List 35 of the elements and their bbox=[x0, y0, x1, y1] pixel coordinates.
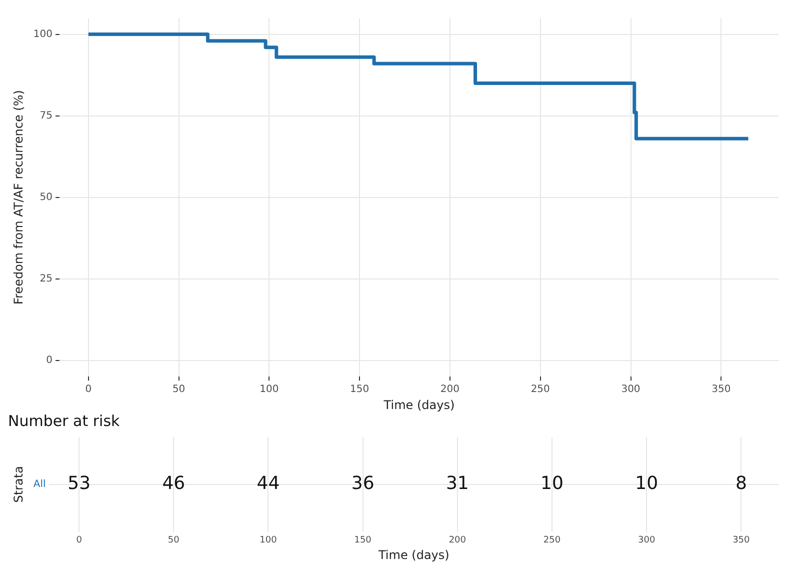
data-label: 36 bbox=[351, 473, 374, 494]
x-tick-label: 300 bbox=[638, 536, 656, 546]
data-label: 10 bbox=[540, 473, 564, 494]
x-tick-label: 250 bbox=[530, 384, 550, 396]
x-tick-label: 350 bbox=[712, 384, 731, 396]
x-tick-label: 300 bbox=[621, 384, 640, 396]
y-axis-title: Strata bbox=[11, 466, 26, 503]
y-tick-label: 0 bbox=[46, 354, 52, 366]
y-tick-label: 50 bbox=[40, 192, 52, 203]
x-axis-title: Time (days) bbox=[382, 398, 455, 412]
x-tick-label: 0 bbox=[76, 536, 82, 546]
data-label: 31 bbox=[446, 473, 469, 494]
x-tick-label: 100 bbox=[260, 536, 278, 546]
data-label: 53 bbox=[68, 473, 91, 494]
x-tick-label: 200 bbox=[440, 384, 460, 396]
x-tick-label: 150 bbox=[354, 536, 372, 546]
x-axis-title: Time (days) bbox=[377, 548, 450, 562]
data-label: 8 bbox=[735, 473, 747, 494]
x-tick-label: 0 bbox=[85, 384, 92, 396]
y-tick-label: 100 bbox=[33, 28, 52, 40]
y-tick-label: 25 bbox=[40, 273, 52, 284]
y-axis-title: Freedom from AT/AF recurrence (%) bbox=[11, 90, 26, 305]
x-tick-label: 100 bbox=[260, 384, 279, 396]
y-tick-label: All bbox=[33, 478, 46, 490]
data-label: 46 bbox=[162, 473, 186, 494]
x-tick-label: 350 bbox=[732, 536, 750, 546]
y-tick-label: 75 bbox=[40, 110, 52, 122]
x-tick-label: 150 bbox=[350, 384, 370, 396]
x-tick-label: 50 bbox=[172, 384, 186, 396]
data-label: 10 bbox=[635, 473, 658, 494]
x-tick-label: 200 bbox=[448, 536, 466, 546]
data-label: 44 bbox=[256, 473, 280, 494]
chart-title: Number at risk bbox=[8, 412, 120, 430]
x-tick-label: 50 bbox=[168, 536, 180, 546]
x-tick-label: 250 bbox=[543, 536, 561, 546]
